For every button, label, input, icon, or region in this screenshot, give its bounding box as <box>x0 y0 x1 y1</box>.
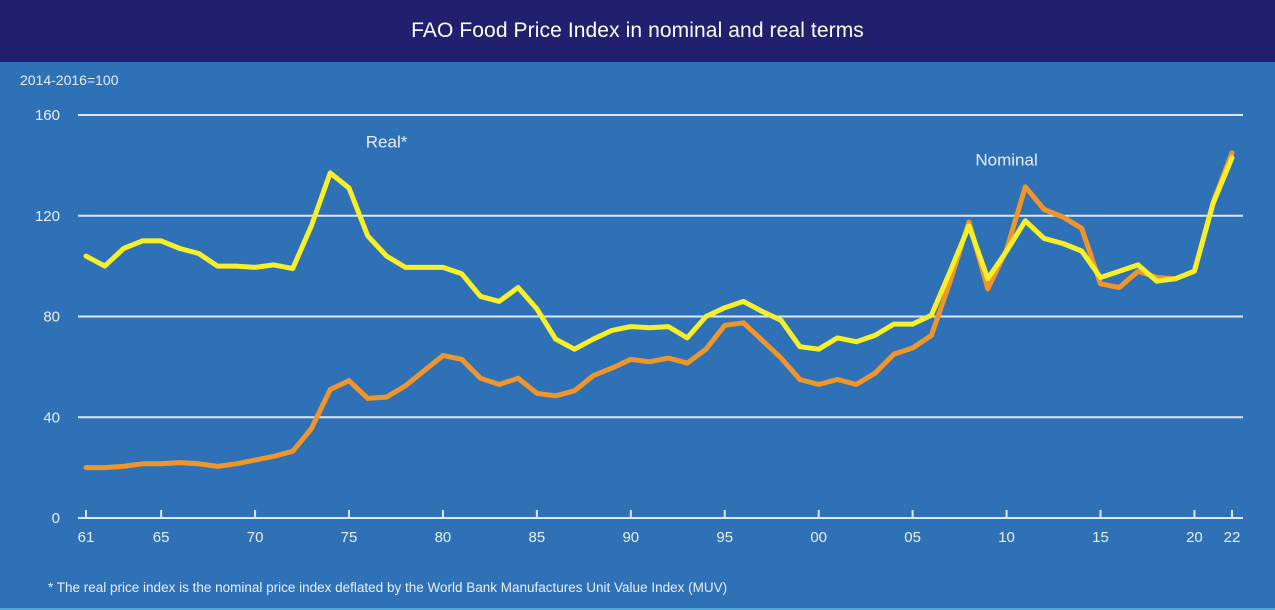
x-tick-label: 95 <box>716 529 733 546</box>
y-axis-ticks: 0 40 80 120 160 <box>35 107 60 527</box>
y-axis-unit-label: 2014-2016=100 <box>20 72 119 88</box>
series-annotations: Real* Nominal <box>366 133 1038 170</box>
x-tick-label: 15 <box>1092 529 1109 546</box>
chart-title-bar: FAO Food Price Index in nominal and real… <box>0 0 1275 62</box>
x-tick-label: 10 <box>998 529 1015 546</box>
x-tick-label: 22 <box>1224 529 1241 546</box>
x-tick-label: 05 <box>904 529 921 546</box>
series-lines <box>83 150 1235 471</box>
series-label-nominal: Nominal <box>975 150 1037 169</box>
y-tick-label: 160 <box>35 107 60 124</box>
x-tick-label: 85 <box>529 529 546 546</box>
x-tick-label: 65 <box>153 529 170 546</box>
y-tick-label: 40 <box>43 409 60 426</box>
y-tick-label: 80 <box>43 309 60 326</box>
x-axis: 61 65 70 75 80 85 90 95 00 05 10 15 20 22 <box>78 510 1243 546</box>
y-tick-label: 0 <box>52 510 60 527</box>
x-tick-label: 61 <box>78 529 95 546</box>
series-line-real <box>83 155 1235 352</box>
footnote: * The real price index is the nominal pr… <box>48 580 728 595</box>
series-label-real: Real* <box>366 133 408 152</box>
chart-title: FAO Food Price Index in nominal and real… <box>411 19 864 42</box>
x-tick-label: 00 <box>810 529 827 546</box>
x-tick-label: 80 <box>435 529 452 546</box>
series-line-nominal <box>83 150 1235 471</box>
y-tick-label: 120 <box>35 208 60 225</box>
x-tick-label: 70 <box>247 529 264 546</box>
gridlines <box>78 114 1243 419</box>
x-tick-label: 90 <box>622 529 639 546</box>
x-tick-label: 20 <box>1186 529 1203 546</box>
x-tick-label: 75 <box>341 529 358 546</box>
